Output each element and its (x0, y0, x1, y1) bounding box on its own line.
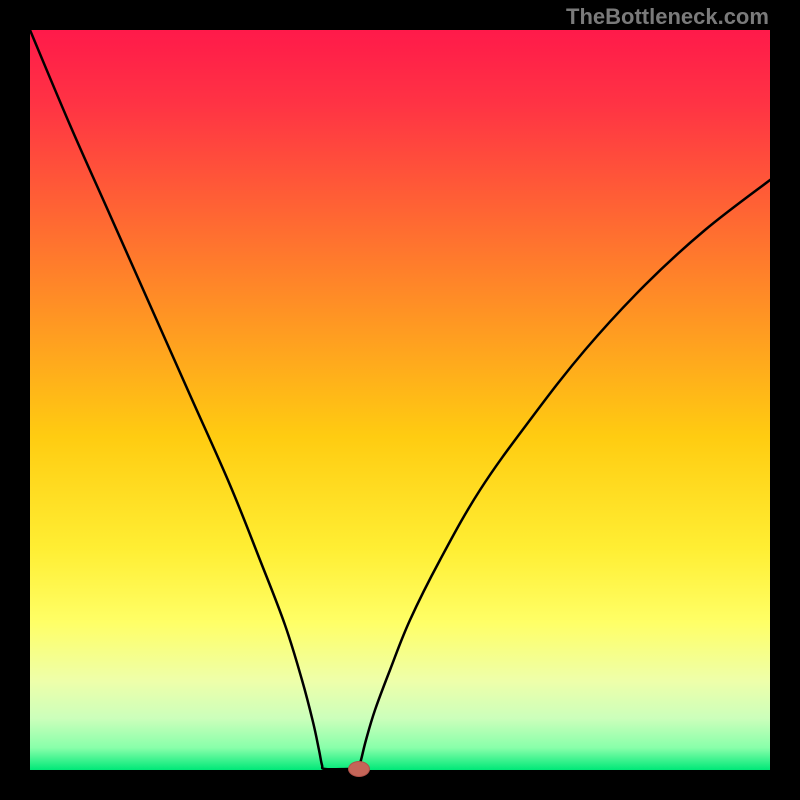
plot-area (30, 30, 770, 770)
minimum-marker (348, 761, 370, 777)
watermark-text: TheBottleneck.com (566, 4, 769, 30)
curve-path (30, 30, 770, 770)
chart-container: TheBottleneck.com (0, 0, 800, 800)
bottleneck-curve (30, 30, 770, 770)
